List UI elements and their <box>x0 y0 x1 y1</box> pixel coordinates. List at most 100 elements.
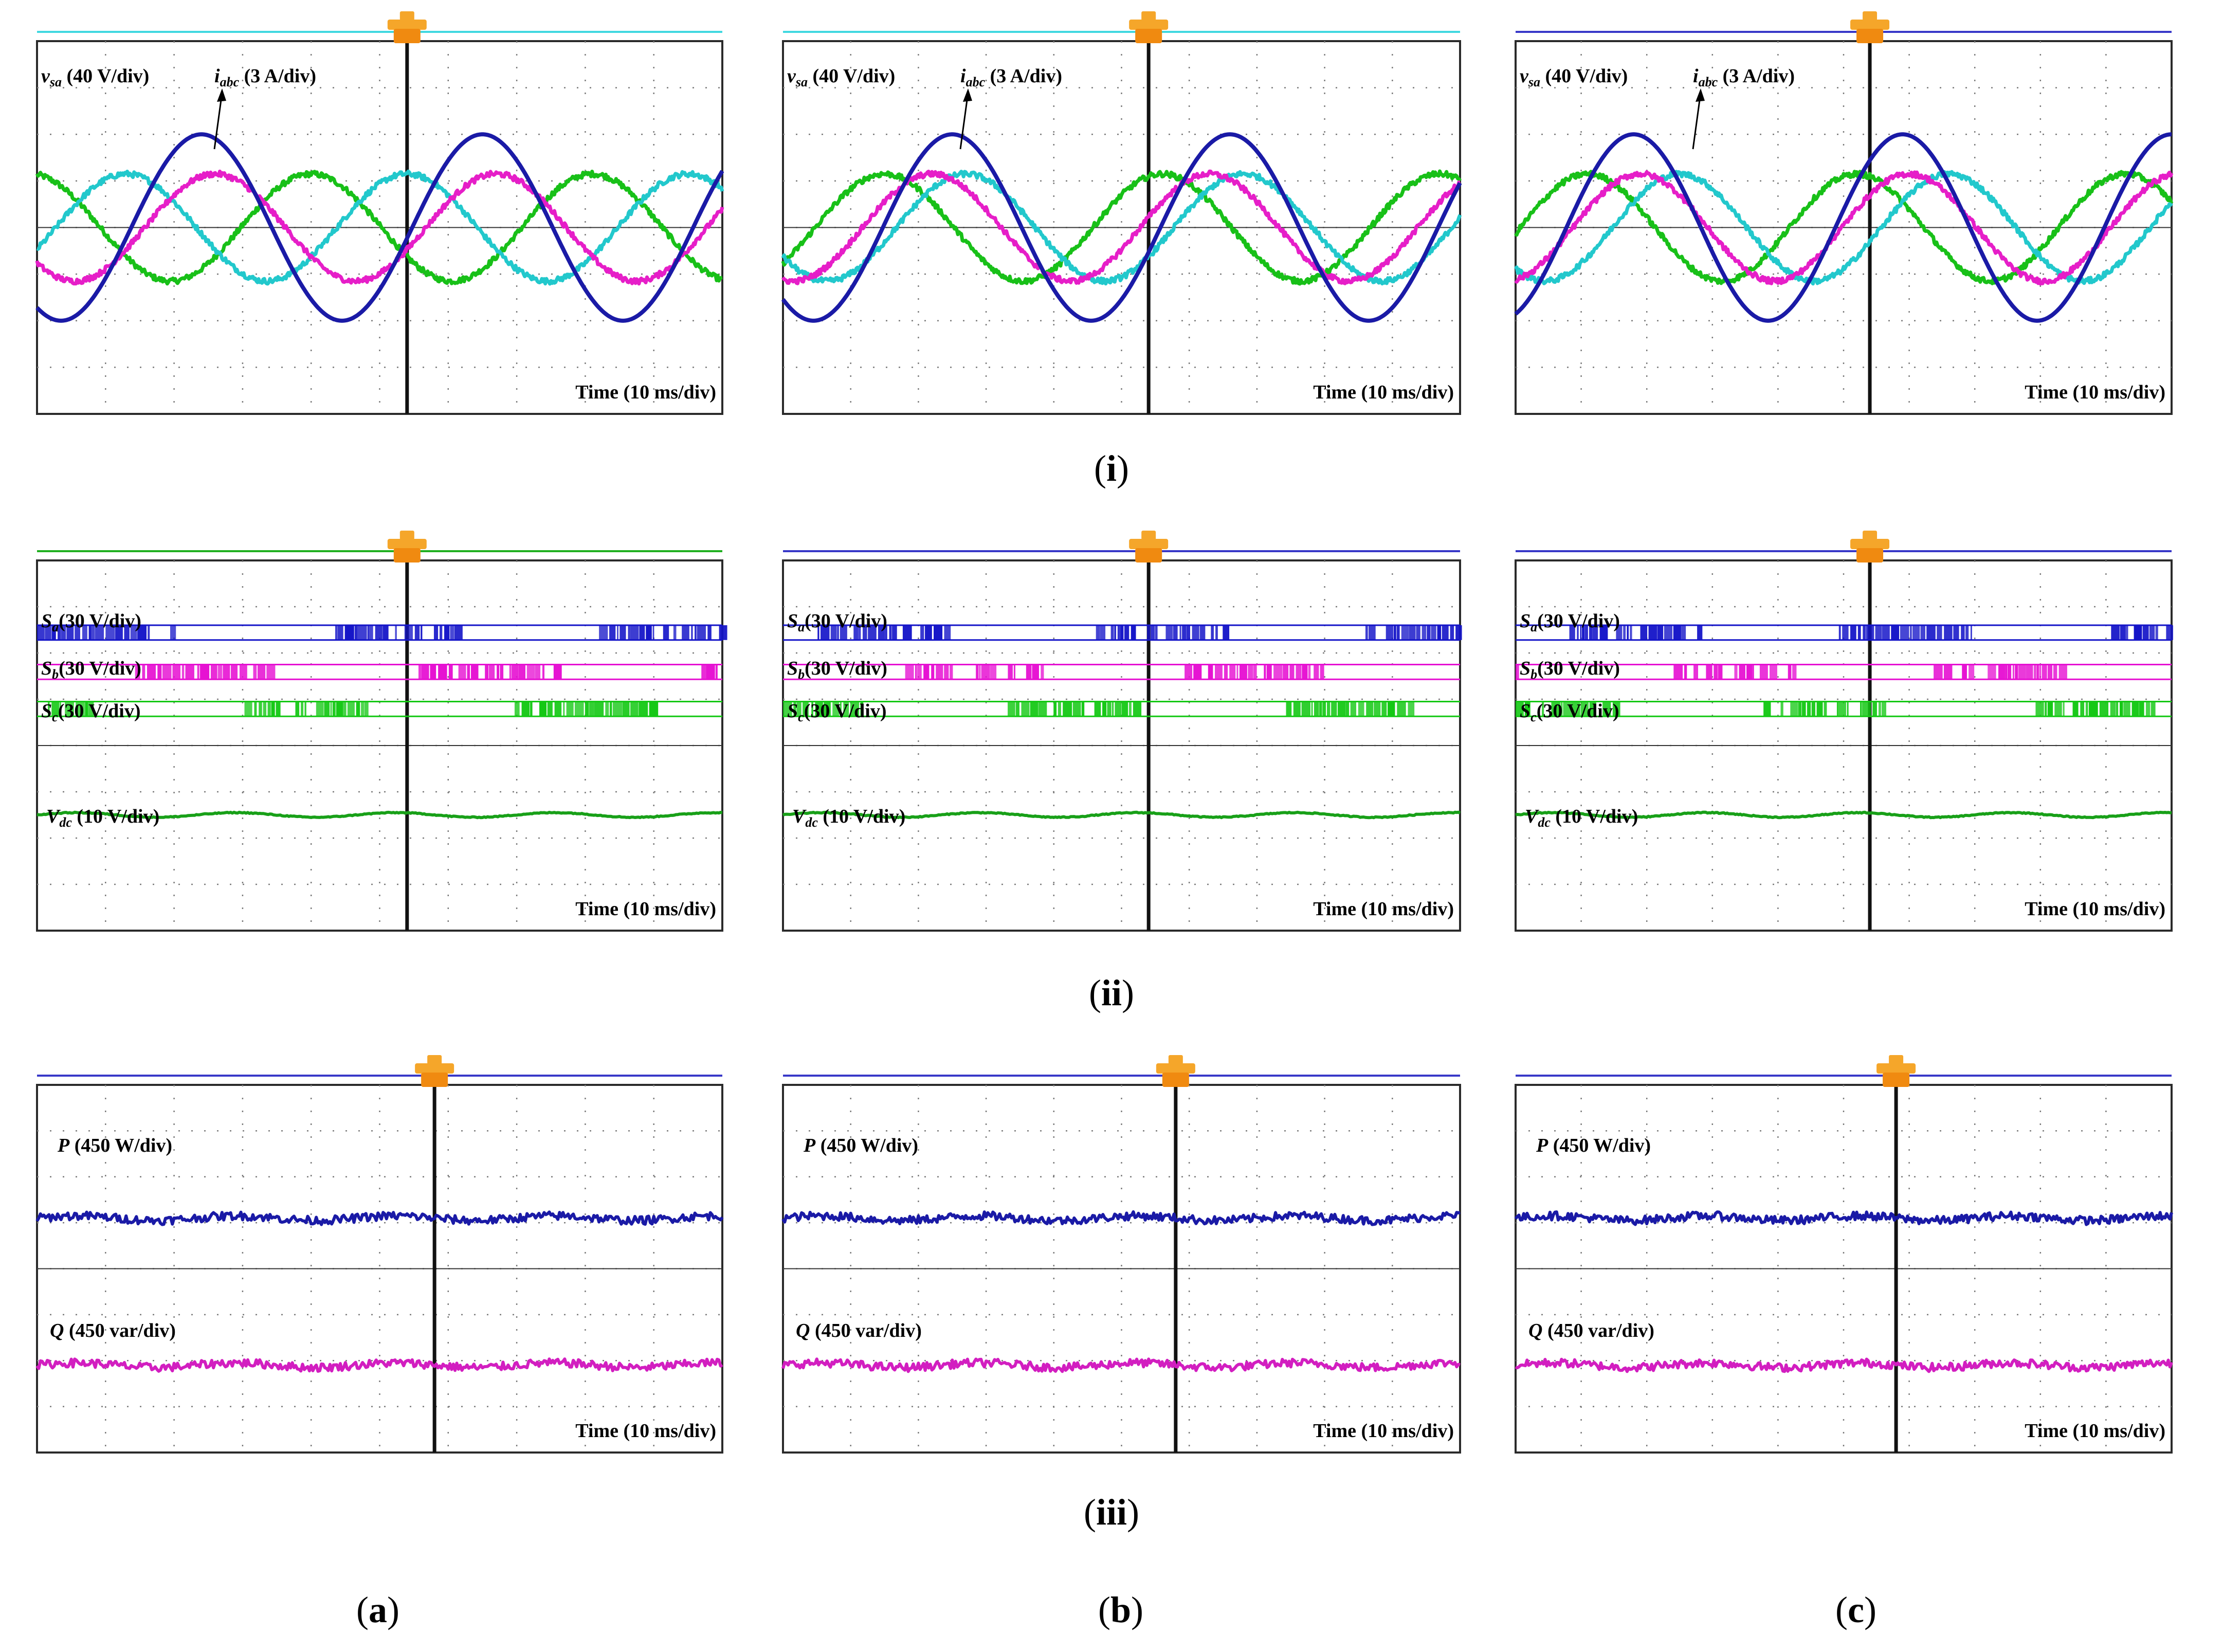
pulse-block <box>630 701 639 717</box>
pulse-block <box>1969 664 1975 680</box>
pulse-block <box>1053 701 1057 717</box>
pulse-block <box>95 625 104 640</box>
pulse-block <box>254 701 257 717</box>
pulse-block <box>2126 625 2128 640</box>
pulse-block <box>1193 664 1202 680</box>
pulse-block <box>1199 625 1206 640</box>
pulse-block <box>1934 664 1943 680</box>
pulse-block <box>1112 701 1114 717</box>
trace-Q <box>1515 1357 2173 1373</box>
trigger-marker-part <box>1863 11 1878 21</box>
pulse-block <box>1239 664 1247 680</box>
pulse-block <box>1114 625 1116 640</box>
pulse-block <box>1706 664 1712 680</box>
pulse-block <box>1393 625 1396 640</box>
label-S_c: Sc(30 V/div) <box>1520 700 1619 724</box>
annotation-arrowhead <box>217 88 226 102</box>
trace-i_c <box>781 170 1462 286</box>
label-iabc: iabc (3 A/div) <box>1693 65 1795 89</box>
pulse-block <box>783 701 792 717</box>
label-S_c: Sc(30 V/div) <box>41 700 141 724</box>
pulse-block <box>793 701 796 717</box>
pulse-block <box>2053 664 2057 680</box>
pulse-block <box>563 701 565 717</box>
pulse-block <box>1032 664 1039 680</box>
pulse-block <box>1030 701 1038 717</box>
trigger-marker-part <box>1135 29 1162 43</box>
pulse-block <box>1811 701 1815 717</box>
pulse-block <box>832 701 840 717</box>
pulse-block <box>1422 625 1427 640</box>
pulse-block <box>1718 664 1723 680</box>
scope-panel-iii-c: P (450 W/div) Q (450 var/div) Time (10 ms/… <box>1514 1055 2173 1454</box>
pulse-block <box>539 701 547 717</box>
pulse-block <box>1664 625 1673 640</box>
label-S_b: Sb(30 V/div) <box>1520 658 1620 682</box>
label-iabc: iabc (3 A/div) <box>960 65 1062 89</box>
pulse-block <box>2116 701 2119 717</box>
pulse-block <box>853 625 859 640</box>
pulse-block <box>1838 625 1841 640</box>
switching-signal-S_b <box>783 664 1460 680</box>
pulse-block <box>1623 625 1626 640</box>
pulse-block <box>124 625 130 640</box>
pulse-block <box>1081 701 1085 717</box>
pulse-block <box>135 664 140 680</box>
pulse-block <box>612 701 623 717</box>
pulse-block <box>1224 664 1228 680</box>
pulse-block <box>719 625 727 640</box>
pulse-block <box>1592 625 1598 640</box>
pulse-block <box>1648 625 1657 640</box>
pulse-block <box>421 625 423 640</box>
pulse-block <box>796 701 801 717</box>
pulse-block <box>1063 701 1072 717</box>
pulse-block <box>1058 701 1061 717</box>
pulse-block <box>892 625 897 640</box>
pulse-block <box>65 701 74 717</box>
pulse-block <box>1580 625 1582 640</box>
pulse-block <box>1100 625 1106 640</box>
label-P: P (450 W/div) <box>57 1135 172 1156</box>
label-Q: Q (450 var/div) <box>1528 1320 1654 1341</box>
pulse-block <box>450 625 454 640</box>
trigger-marker-part <box>1141 11 1156 21</box>
pulse-block <box>257 664 266 680</box>
pulse-block <box>1714 664 1718 680</box>
scope-panel-ii-b: Sa(30 V/div) Sb(30 V/div) Sc(30 V/div) Vdc … <box>782 531 1462 932</box>
scope-panel-iii-b: P (450 W/div) Q (450 var/div) Time (10 ms/… <box>781 1055 1461 1454</box>
label-S_a: Sa(30 V/div) <box>1520 610 1620 634</box>
pulse-block <box>1542 701 1544 717</box>
pulse-block <box>840 625 847 640</box>
pulse-block <box>701 664 706 680</box>
pulse-block <box>1589 701 1596 717</box>
pulse-block <box>1102 701 1107 717</box>
pulse-block <box>1560 701 1563 717</box>
pulse-block <box>210 664 217 680</box>
pulse-block <box>1857 625 1861 640</box>
pulse-block <box>2036 664 2039 680</box>
pulse-block <box>706 664 715 680</box>
pulse-block <box>1368 625 1376 640</box>
pulse-block <box>1131 625 1136 640</box>
pulse-block <box>905 664 914 680</box>
pulse-block <box>547 701 553 717</box>
pulse-block <box>605 701 609 717</box>
pulse-block <box>2120 625 2126 640</box>
pulse-block <box>1962 664 1967 680</box>
pulse-block <box>485 664 489 680</box>
pulse-block <box>367 625 370 640</box>
pulse-block <box>66 625 74 640</box>
pulse-block <box>1186 625 1191 640</box>
pulse-block <box>1319 701 1322 717</box>
pulse-block <box>1862 701 1871 717</box>
pulse-block <box>663 625 669 640</box>
pulse-block <box>1314 701 1319 717</box>
pulse-block <box>1038 701 1047 717</box>
pulse-block <box>88 625 92 640</box>
pulse-block <box>2035 701 2044 717</box>
pulse-block <box>1824 701 1827 717</box>
pulse-block <box>57 625 61 640</box>
pulse-block <box>990 664 997 680</box>
label-Vdc: Vdc (10 V/div) <box>46 806 159 830</box>
